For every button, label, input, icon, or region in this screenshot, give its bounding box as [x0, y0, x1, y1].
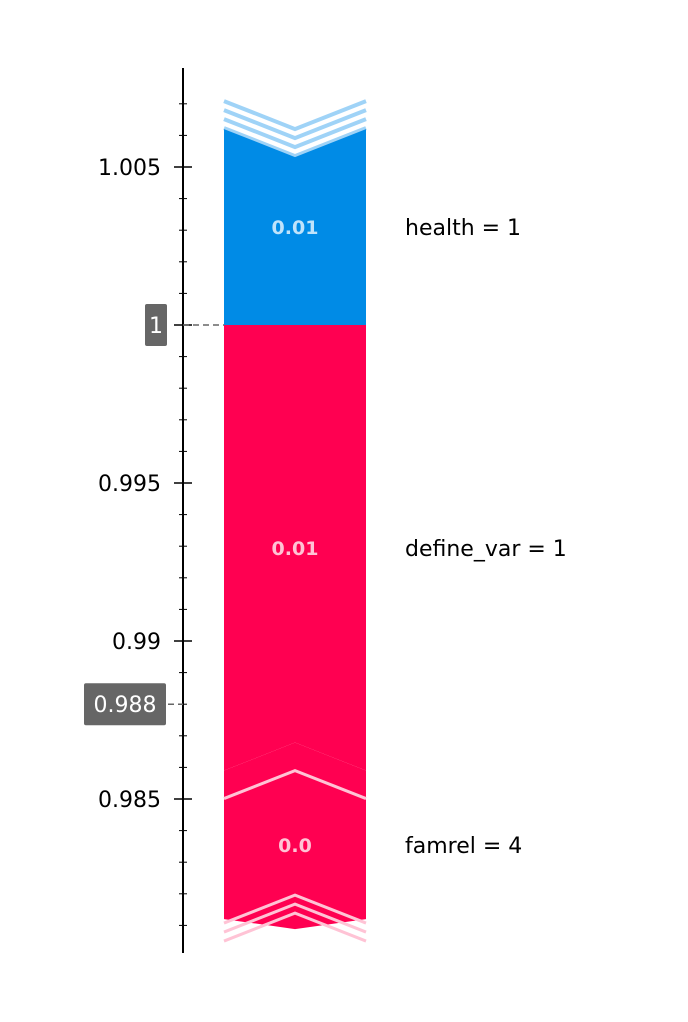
tick-label: 0.995	[98, 472, 161, 497]
base-value-marker: 1	[145, 304, 224, 346]
output-value-badge	[84, 683, 166, 726]
segment-bar	[224, 129, 366, 325]
feature-labels: health = 1 define_var = 1 famrel = 4	[405, 216, 567, 859]
tick-label: 1.005	[98, 156, 161, 181]
positive-stripe	[223, 99, 367, 132]
feature-label: define_var = 1	[405, 537, 567, 562]
tick-label: 0.985	[98, 788, 161, 813]
positive-stripe	[223, 126, 367, 159]
positive-stripe	[223, 108, 367, 141]
base-value-label: 1	[149, 314, 163, 339]
segments-layer: 0.01 0.01 0.0	[223, 129, 367, 930]
segment-value-label: 0.01	[272, 538, 319, 560]
negative-stripe	[223, 893, 367, 925]
positive-stripe	[223, 117, 367, 150]
segment-separator	[223, 768, 367, 800]
base-value-badge	[145, 304, 167, 346]
negative-stripe	[223, 902, 367, 934]
negative-stripes	[223, 893, 367, 943]
positive-stripes	[223, 99, 367, 159]
major-ticks: 1.005 0.995 0.99 0.985	[98, 156, 192, 813]
feature-label: famrel = 4	[405, 834, 522, 859]
segment-bar	[224, 325, 366, 771]
segment-bar	[224, 742, 366, 930]
output-value-label: 0.988	[94, 693, 157, 718]
feature-label: health = 1	[405, 216, 521, 241]
output-value-marker: 0.988	[84, 683, 183, 726]
negative-stripe	[223, 911, 367, 943]
segment-value-label: 0.01	[272, 217, 319, 239]
segment-value-label: 0.0	[278, 835, 312, 857]
tick-label: 0.99	[112, 630, 161, 655]
